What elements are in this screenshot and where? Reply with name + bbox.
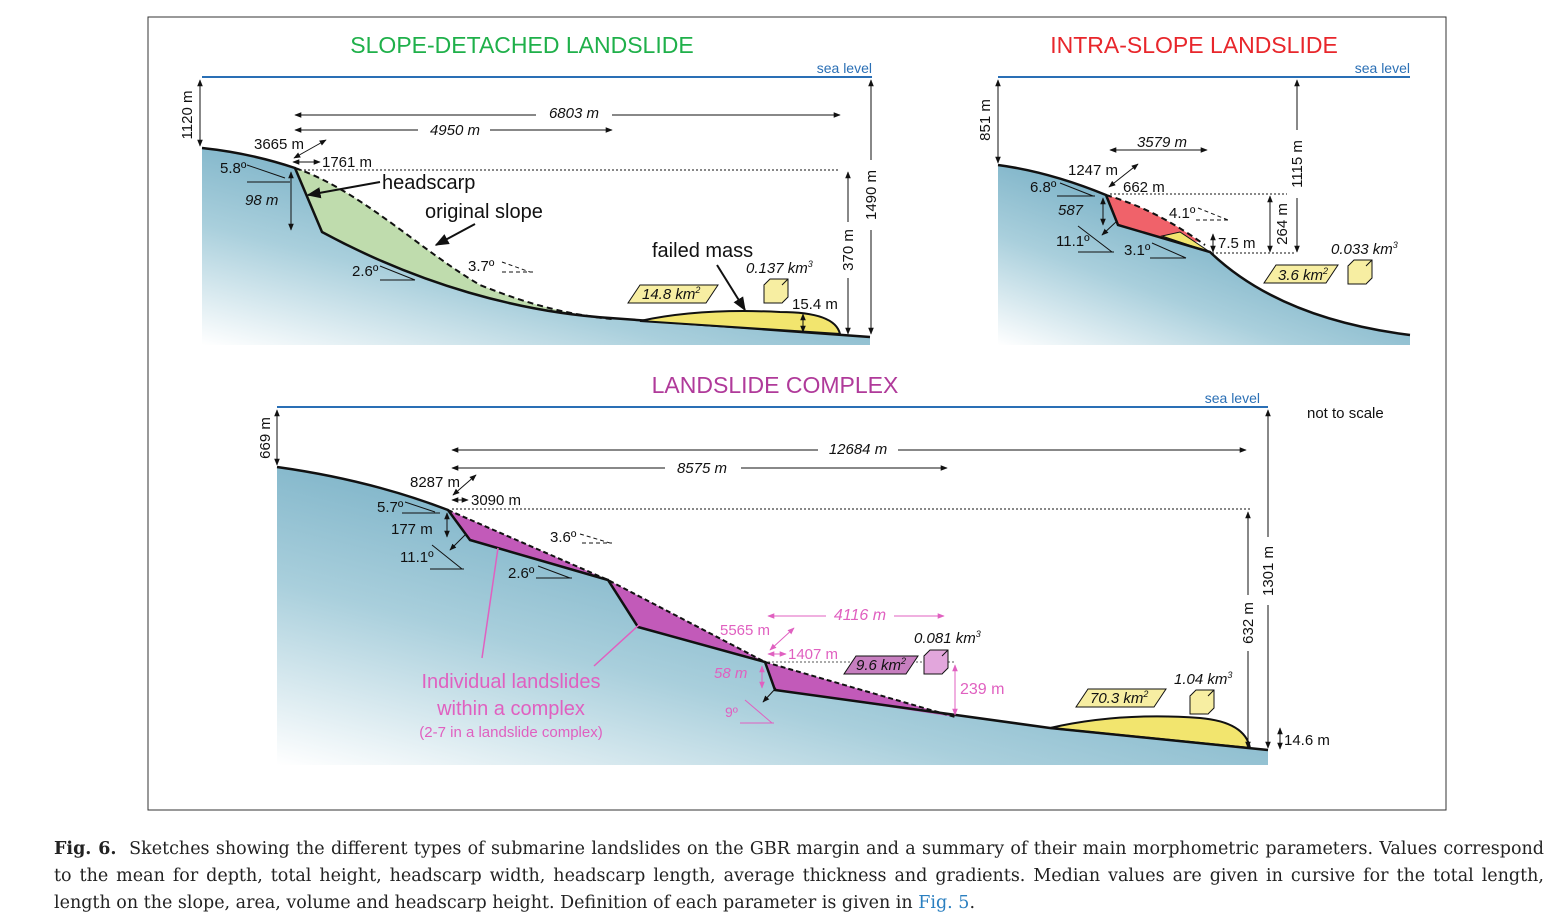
- sea-level-label: sea level: [817, 60, 872, 76]
- seafloor-line: [201, 146, 871, 339]
- figure-frame: [147, 16, 1447, 811]
- seafloor: [277, 467, 1268, 765]
- headscarp-length-label: 3090 m: [471, 492, 521, 509]
- sea-level-label: sea level: [1355, 60, 1410, 76]
- caption-text: Sketches showing the different types of …: [54, 839, 1544, 913]
- failed-mass: [1049, 715, 1252, 750]
- total-length-label: 6803 m: [549, 105, 599, 122]
- gradient-label: 3.1º: [1124, 242, 1151, 259]
- gradient-label: 3.6º: [550, 529, 577, 546]
- area-parallelogram-icon: [1263, 264, 1339, 284]
- headscarp-width-label: 1247 m: [1068, 162, 1118, 179]
- failed-mass: [639, 310, 842, 336]
- area-parallelogram-icon: [627, 284, 719, 304]
- individual-width-label: 5565 m: [720, 622, 770, 639]
- headscarp-height-label: 177 m: [391, 521, 433, 538]
- gradient-label: 11.1º: [400, 549, 434, 566]
- figure-caption: Fig. 6. Sketches showing the different t…: [54, 836, 1544, 917]
- thickness-label: 14.6 m: [1284, 732, 1330, 749]
- panel-landslide-complex: LANDSLIDE COMPLEX sea level not to scale…: [257, 372, 1384, 765]
- original-slope-label: original slope: [425, 201, 543, 223]
- not-to-scale-label: not to scale: [1307, 405, 1384, 422]
- slope-length-label: 8575 m: [677, 460, 727, 477]
- height-label: 632 m: [1240, 602, 1257, 644]
- total-length-label: 12684 m: [829, 441, 887, 458]
- total-height-label: 1301 m: [1260, 546, 1277, 596]
- seafloor-line: [997, 163, 1411, 337]
- failed-mass-label: failed mass: [652, 240, 753, 262]
- volume-cube-icon: [923, 649, 949, 675]
- volume-label: 0.033 km3: [1331, 240, 1398, 258]
- volume-cube-icon: [1347, 259, 1373, 285]
- complex-note: (2-7 in a landslide complex): [419, 724, 602, 741]
- volume-label: 1.04 km3: [1174, 670, 1232, 688]
- caption-label: Fig. 6.: [54, 839, 117, 859]
- area-label: 14.8 km2: [642, 285, 700, 303]
- headscarp-width-label: 8287 m: [410, 474, 460, 491]
- panel-title: LANDSLIDE COMPLEX: [652, 372, 899, 398]
- gradient-label: 5.8º: [220, 160, 247, 177]
- height-label: 264 m: [1274, 203, 1291, 245]
- panel-intra-slope: INTRA-SLOPE LANDSLIDE sea level 851 m 35…: [977, 32, 1411, 345]
- gradient-label: 4.1º: [1169, 205, 1196, 222]
- area-label: 3.6 km2: [1278, 266, 1328, 284]
- thickness-label: 7.5 m: [1218, 235, 1256, 252]
- height-label: 370 m: [840, 229, 857, 271]
- area-parallelogram-icon: [1075, 688, 1167, 708]
- volume-cube-icon: [1189, 689, 1215, 715]
- gradient-label: 6.8º: [1030, 179, 1057, 196]
- sea-level-label: sea level: [1205, 390, 1260, 406]
- complex-note: Individual landslides: [421, 671, 600, 693]
- total-height-label: 1490 m: [863, 170, 880, 220]
- original-slope-line: [294, 167, 613, 320]
- caption-end: .: [969, 893, 976, 913]
- headscarp-height-label: 98 m: [245, 192, 278, 209]
- thickness-label: 15.4 m: [792, 296, 838, 313]
- total-height-label: 1115 m: [1289, 140, 1306, 188]
- individual-headscarp-length-label: 1407 m: [788, 646, 838, 663]
- panel-title: SLOPE-DETACHED LANDSLIDE: [350, 32, 693, 58]
- volume-label: 0.137 km3: [746, 259, 813, 277]
- individual-volume-label: 0.081 km3: [914, 629, 981, 647]
- headscarp-length-label: 662 m: [1123, 179, 1165, 196]
- headscarp-width-label: 3665 m: [254, 136, 304, 153]
- panel-title: INTRA-SLOPE LANDSLIDE: [1050, 32, 1338, 58]
- seafloor: [202, 148, 870, 345]
- headscarp-height-label: 587: [1058, 202, 1084, 219]
- depth-label: 1120 m: [179, 91, 196, 140]
- depth-label: 669 m: [257, 417, 274, 459]
- volume-cube-icon: [763, 278, 789, 304]
- area-parallelogram-icon: [843, 655, 919, 675]
- individual-headscarp-height-label: 58 m: [714, 665, 747, 682]
- complex-note: within a complex: [436, 698, 585, 720]
- individual-height-label: 239 m: [960, 681, 1004, 698]
- gradient-label: 5.7º: [377, 499, 404, 516]
- individual-length-label: 4116 m: [834, 607, 886, 624]
- caption-figure-link[interactable]: Fig. 5: [918, 893, 970, 913]
- gradient-label: 2.6º: [352, 263, 379, 280]
- headscarp-label: headscarp: [382, 172, 475, 194]
- individual-area-label: 9.6 km2: [856, 656, 906, 674]
- evacuated-area: [295, 168, 610, 318]
- headscarp-length-label: 1761 m: [322, 154, 372, 171]
- gradient-label: 9º: [725, 704, 738, 720]
- total-length-label: 3579 m: [1137, 134, 1187, 151]
- gradient-label: 11.1º: [1056, 233, 1090, 250]
- depth-label: 851 m: [977, 99, 994, 141]
- gradient-label: 3.7º: [468, 258, 495, 275]
- seafloor-line: [276, 465, 1269, 752]
- gradient-label: 2.6º: [508, 565, 535, 582]
- panel-slope-detached: SLOPE-DETACHED LANDSLIDE sea level 1120 …: [179, 32, 881, 345]
- slope-length-label: 4950 m: [430, 122, 480, 139]
- area-label: 70.3 km2: [1090, 689, 1148, 707]
